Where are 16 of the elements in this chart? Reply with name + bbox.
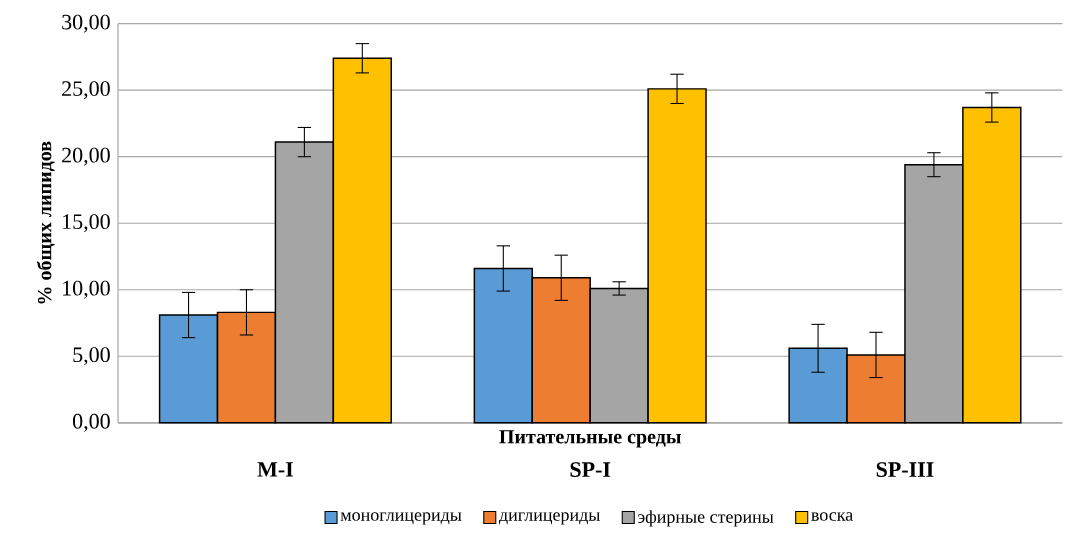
- legend-label: эфирные стерины: [638, 510, 774, 527]
- y-tick-label: 25,00: [62, 81, 110, 100]
- y-tick-label: 20,00: [62, 147, 110, 166]
- y-tick-label: 5,00: [73, 347, 110, 366]
- y-tick-label: 0,00: [72, 413, 110, 432]
- legend-label: диглицериды: [498, 512, 600, 525]
- y-tick-label: 30,00: [62, 14, 110, 33]
- y-axis-title: % общих липидов: [36, 141, 55, 304]
- x-tick-label: M-I: [257, 462, 294, 477]
- legend-label: воска: [811, 512, 853, 521]
- legend-label: моноглицериды: [340, 512, 462, 525]
- y-tick-label: 10,00: [63, 280, 110, 299]
- x-tick-label: SP-I: [570, 462, 611, 478]
- x-axis-title: Питательные среды: [499, 430, 681, 448]
- x-tick-label: SP-III: [876, 462, 934, 478]
- y-tick-label: 15,00: [63, 214, 110, 233]
